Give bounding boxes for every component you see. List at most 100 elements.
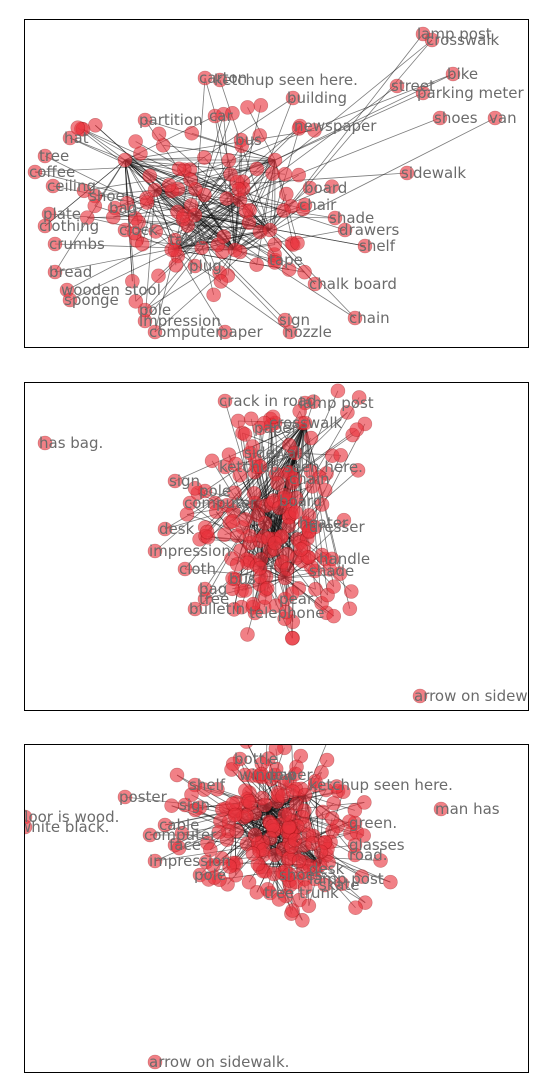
graph-node: [302, 180, 318, 196]
graph-node: [204, 453, 220, 469]
graph-node: [229, 557, 245, 572]
graph-node: [79, 210, 95, 225]
graph-node: [174, 826, 190, 841]
node-label: hat: [64, 129, 89, 147]
graph-node: [287, 445, 303, 461]
graph-node: [37, 435, 53, 451]
graph-node: [212, 72, 228, 88]
node-label: bread: [49, 263, 92, 281]
graph-node: [249, 161, 265, 177]
node-label: clock: [119, 221, 158, 239]
node-label: heater: [299, 514, 349, 532]
node-label: paper: [269, 766, 313, 784]
graph-edge: [269, 229, 356, 319]
graph-node: [260, 882, 275, 897]
graph-node: [247, 495, 263, 511]
graph-node: [278, 604, 294, 620]
node-label: bus: [235, 131, 262, 149]
node-label: arrow on sidewalk.: [414, 687, 528, 705]
graph-node: [284, 586, 300, 601]
graph-node: [171, 161, 187, 177]
node-label: face: [169, 836, 201, 854]
graph-node: [281, 819, 297, 835]
node-label: green.: [349, 814, 397, 832]
graph-node: [265, 166, 280, 181]
graph-node: [319, 752, 335, 768]
graph-node: [268, 598, 284, 613]
graph-node: [142, 168, 158, 184]
graph-edge: [144, 199, 241, 311]
graph-node: [245, 596, 261, 612]
graph-node: [292, 403, 308, 419]
node-label: handle: [319, 550, 370, 568]
graph-node: [267, 152, 283, 168]
graph-node: [293, 542, 309, 557]
node-label: newspaper: [294, 117, 377, 135]
graph-node: [232, 192, 248, 208]
graph-node: [225, 513, 240, 529]
graph-node: [240, 627, 255, 642]
graph-node: [229, 528, 245, 543]
graph-node: [151, 268, 166, 284]
graph-node: [257, 515, 273, 531]
label-layer: has bag. arrow on sidewalk. crack in road.…: [39, 392, 528, 705]
graph-node: [285, 90, 301, 106]
graph-node: [285, 475, 300, 491]
node-label: ketchup seen here.: [309, 776, 453, 794]
graph-node: [289, 759, 304, 775]
graph-edge: [124, 159, 241, 201]
graph-node: [326, 608, 342, 624]
graph-node: [128, 134, 143, 149]
graph-edge: [254, 422, 306, 504]
node-label: parking meter: [417, 84, 524, 102]
graph-node: [62, 292, 78, 308]
graph-node: [307, 276, 323, 292]
graph-node: [187, 207, 203, 223]
graph-node: [357, 795, 372, 810]
graph-node: [271, 500, 287, 516]
graph-node: [157, 521, 173, 537]
node-label: desk: [309, 860, 345, 878]
graph-node: [290, 235, 305, 251]
graph-node: [327, 210, 343, 226]
graph-node: [282, 324, 298, 340]
graph-edge: [94, 189, 156, 197]
node-label: shoe: [89, 187, 125, 205]
node-label: ceiling: [47, 177, 96, 195]
graph-node: [147, 853, 163, 869]
graph-node: [253, 98, 269, 113]
graph-node: [312, 857, 328, 873]
graph-node: [232, 467, 248, 483]
node-label: bike: [447, 65, 478, 83]
graph-node: [240, 100, 255, 115]
graph-node: [227, 242, 243, 258]
graph-node: [285, 903, 300, 918]
node-label: telephone: [249, 604, 324, 622]
node-label: glasses: [349, 836, 405, 854]
graph-node: [412, 688, 428, 704]
graph-edge: [232, 452, 296, 522]
graph-node: [241, 874, 257, 890]
graph-edge: [124, 159, 284, 211]
graph-node: [62, 130, 78, 146]
graph-edge: [154, 189, 222, 282]
node-label: man has: [435, 800, 500, 818]
node-label: cable: [159, 816, 199, 834]
graph-node: [487, 110, 503, 126]
graph-edge: [69, 249, 176, 301]
graph-node: [342, 601, 358, 617]
graph-node: [415, 85, 431, 101]
graph-node: [347, 847, 363, 863]
node-label: sidewalk: [244, 444, 309, 462]
graph-edge: [174, 249, 226, 333]
graph-node: [217, 393, 233, 409]
node-label: chalk board: [309, 275, 397, 293]
graph-edge: [82, 128, 126, 161]
graph-node: [37, 148, 53, 164]
graph-node: [151, 126, 167, 142]
graph-node: [277, 312, 293, 328]
graph-node: [148, 224, 164, 239]
